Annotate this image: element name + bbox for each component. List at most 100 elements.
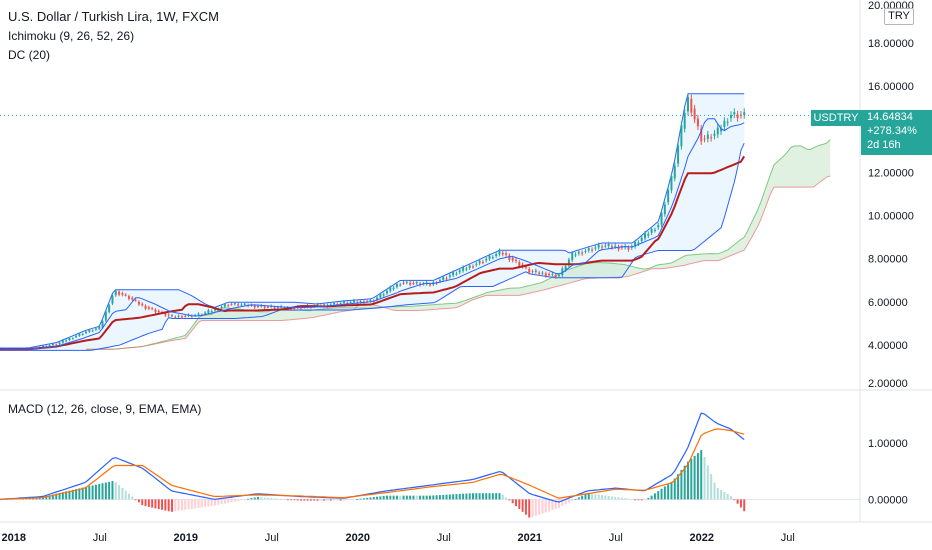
candle-body (716, 127, 719, 135)
candle-body (336, 303, 339, 305)
candle-body (386, 290, 388, 294)
candle-body (554, 275, 557, 278)
macd-histogram-bar (577, 497, 580, 500)
donchian-lower (0, 142, 745, 351)
macd-histogram-bar (227, 499, 230, 503)
candle-body (376, 297, 379, 300)
macd-histogram-bar (617, 497, 620, 500)
macd-histogram-bar (207, 499, 210, 507)
macd-histogram-bar (104, 482, 107, 500)
time-tick-label: 2022 (690, 532, 714, 544)
ichimoku-span-b (86, 175, 831, 350)
candle-body (541, 272, 544, 274)
macd-histogram-bar (376, 496, 379, 500)
ichimoku-legend[interactable]: Ichimoku (9, 26, 52, 26) (8, 29, 135, 43)
macd-histogram-bar (640, 499, 643, 501)
candle-body (485, 258, 488, 261)
macd-histogram-bar (429, 495, 431, 500)
candle-body (253, 305, 256, 308)
macd-legend[interactable]: MACD (12, 26, close, 9, EMA, EMA) (8, 402, 202, 416)
candle-body (419, 283, 422, 285)
candle-body (743, 112, 746, 116)
macd-histogram-bar (637, 499, 640, 501)
candle-body (730, 115, 732, 118)
candle-body (670, 175, 673, 191)
candle-body (98, 326, 101, 329)
candle-body (448, 275, 451, 277)
candle-body (352, 300, 355, 303)
symbol-tag: USDTRY (811, 110, 861, 126)
macd-histogram-bar (283, 499, 286, 501)
candle-body (402, 282, 405, 284)
candle-body (667, 190, 670, 203)
macd-histogram-bar (498, 493, 501, 500)
candle-body (124, 294, 127, 296)
macd-histogram-bar (508, 499, 511, 501)
macd-histogram-bar (630, 498, 633, 500)
candle-body (157, 310, 160, 313)
macd-histogram-bar (521, 499, 524, 512)
time-tick-label: 2020 (346, 532, 370, 544)
price-tick-label: 6.00000 (868, 297, 908, 309)
macd-histogram-bar (673, 478, 676, 500)
macd-histogram-bar (247, 498, 250, 500)
candle-body (478, 260, 481, 264)
macd-histogram-bar (161, 499, 164, 510)
candle-body (405, 281, 408, 283)
candle-body (65, 340, 68, 342)
candle-body (333, 302, 336, 305)
macd-histogram-bar (339, 499, 342, 501)
candle-body (111, 295, 114, 304)
candle-body (438, 280, 441, 282)
macd-histogram-bar (131, 496, 134, 500)
ichimoku-span-a (86, 139, 831, 350)
macd-histogram-bar (409, 495, 412, 500)
macd-histogram-bar (257, 496, 259, 500)
macd-histogram-bar (270, 498, 273, 500)
donchian-legend[interactable]: DC (20) (8, 48, 51, 62)
macd-histogram-bar (200, 499, 203, 508)
macd-histogram-bar (309, 499, 312, 501)
macd-histogram-bar (98, 483, 101, 500)
macd-histogram-bar (485, 493, 488, 500)
macd-histogram-bar (276, 498, 279, 500)
macd-histogram-bar (518, 499, 521, 509)
candle-body (240, 304, 243, 306)
candle-body (465, 268, 468, 270)
candle-body (677, 145, 680, 164)
currency-tag[interactable]: TRY (884, 8, 914, 25)
macd-histogram-bar (610, 496, 613, 500)
candle-body (640, 237, 643, 242)
candle-body (561, 268, 564, 276)
macd-histogram-bar (455, 494, 458, 500)
candle-body (204, 312, 207, 315)
candle-body (620, 247, 623, 249)
macd-histogram-bar (531, 499, 534, 518)
macd-histogram-bar (78, 488, 81, 500)
candle-body (610, 246, 613, 248)
macd-histogram-bar (214, 499, 216, 506)
chart-title: U.S. Dollar / Turkish Lira, 1W, FXCM (8, 9, 219, 24)
candle-body (703, 138, 706, 140)
macd-histogram-bar (435, 495, 438, 500)
macd-histogram-bar (61, 492, 64, 500)
candle-body (101, 321, 104, 328)
candle-body (68, 338, 71, 340)
candle-body (85, 331, 87, 334)
candle-body (141, 303, 144, 306)
macd-histogram-bar (687, 461, 689, 500)
candle-body (604, 245, 607, 247)
macd-histogram-bar (164, 499, 167, 511)
candle-body (472, 266, 474, 268)
macd-histogram-bar (313, 499, 316, 501)
candle-body (174, 316, 177, 318)
candle-body (273, 307, 276, 309)
time-tick-label: 2021 (518, 532, 542, 544)
candle-body (581, 252, 584, 254)
candle-body (690, 98, 693, 113)
candle-body (515, 260, 517, 262)
candle-body (524, 266, 527, 268)
candle-body (567, 259, 570, 266)
macd-histogram-bar (528, 499, 531, 518)
